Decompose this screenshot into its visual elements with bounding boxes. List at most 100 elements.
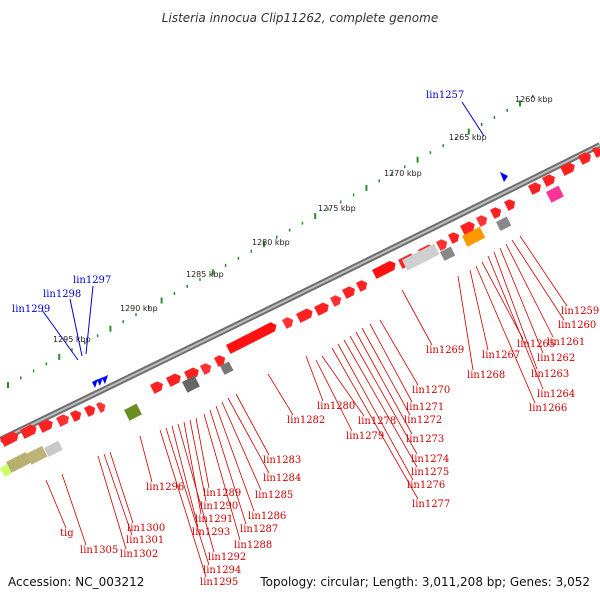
map-title: Listeria innocua Clip11262, complete gen… (162, 11, 438, 25)
leader-line (171, 425, 199, 528)
gene-label-lin1278: lin1278 (358, 416, 396, 427)
gene-arrow (578, 152, 591, 165)
scale-ticks (7, 94, 534, 388)
scale-tick-label: 1285 kbp (186, 270, 224, 279)
gene-label-lin1275: lin1275 (411, 467, 449, 478)
gene-arrow (592, 147, 600, 158)
leader-line (139, 435, 153, 483)
leader-line (85, 285, 94, 355)
gene-arrow (542, 174, 555, 187)
leader-line (189, 419, 207, 502)
gene-label-lin1267: lin1267 (482, 350, 520, 361)
leader-line (331, 347, 419, 500)
feature-block (26, 445, 48, 465)
feature-block (546, 185, 564, 203)
leader-line (343, 339, 418, 468)
gene-label-lin1264: lin1264 (537, 389, 575, 400)
gene-label-tig: tig (60, 528, 74, 539)
gene-label-lin1296: lin1296 (146, 482, 184, 493)
feature-block (439, 246, 456, 261)
gene-label-lin1295: lin1295 (200, 577, 238, 588)
gene-label-lin1293: lin1293 (192, 527, 230, 538)
feature-block (495, 216, 512, 231)
gene-arrow (150, 381, 163, 394)
gene-label-lin1297: lin1297 (73, 275, 111, 286)
gene-label-lin1261: lin1261 (547, 337, 585, 348)
gene-label-lin1265: lin1265 (517, 339, 555, 350)
gene-label-lin1276: lin1276 (407, 480, 445, 491)
leader-line (321, 355, 365, 417)
genome-summary-text: Topology: circular; Length: 3,011,208 bp… (259, 575, 590, 589)
scale-tick-label: 1275 kbp (318, 204, 356, 213)
accession-text: Accession: NC_003212 (8, 575, 144, 589)
gene-arrow (448, 232, 460, 244)
leader-line (165, 427, 210, 566)
leader-line (103, 453, 133, 536)
leader-line (209, 409, 247, 525)
gene-label-lin1299: lin1299 (12, 304, 50, 315)
scale-tick-labels: 1260 kbp 1265 kbp 1270 kbp 1275 kbp 1280 kbp… (53, 95, 553, 344)
gene-label-lin1269: lin1269 (426, 345, 464, 356)
gene-arrow (0, 431, 19, 447)
gene-arrow (504, 199, 516, 211)
leader-line (481, 261, 524, 340)
gene-arrow (70, 410, 82, 422)
gene-label-lin1298: lin1298 (43, 289, 81, 300)
leader-line (45, 479, 67, 529)
feature-block (5, 452, 32, 473)
gene-label-lin1290: lin1290 (200, 501, 238, 512)
gene-label-lin1284: lin1284 (263, 473, 301, 484)
leader-line (493, 251, 538, 370)
leader-line (475, 265, 536, 404)
gene-arrow (20, 424, 37, 439)
leader-line (183, 421, 202, 515)
gene-label-lin1283: lin1283 (263, 455, 301, 466)
feature-block (401, 243, 440, 271)
gene-label-lin1263: lin1263 (531, 369, 569, 380)
gene-label-lin1292: lin1292 (208, 552, 246, 563)
leader-line (215, 405, 255, 512)
feature-block (181, 375, 200, 393)
gene-label-lin1282: lin1282 (287, 415, 325, 426)
leader-line (361, 327, 411, 416)
leader-line (457, 275, 474, 371)
gene-arrow (560, 162, 575, 176)
gene-label-lin1302: lin1302 (120, 549, 158, 560)
gene-label-lin1291: lin1291 (195, 514, 233, 525)
leader-line (401, 289, 433, 346)
leader-line (195, 417, 210, 489)
gene-arrow (96, 402, 106, 413)
gene-arrow (166, 373, 181, 387)
leader-line (369, 323, 413, 403)
gene-label-lin1274: lin1274 (411, 454, 449, 465)
label-leaders (41, 101, 568, 578)
gene-arrow (214, 355, 226, 367)
leader-line (41, 309, 79, 361)
gene-label-lin1273: lin1273 (406, 434, 444, 445)
reverse-marker (102, 375, 108, 384)
scale-tick-label: 1260 kbp (515, 95, 553, 104)
leader-line (315, 359, 353, 432)
leader-line (379, 319, 419, 386)
leader-line (177, 423, 215, 553)
scale-tick-label: 1280 kbp (252, 238, 290, 247)
leader-line (221, 401, 262, 491)
gene-label-lin1294: lin1294 (203, 565, 241, 576)
gene-arrow (56, 414, 69, 427)
feature-block (219, 361, 234, 375)
leader-line (109, 451, 134, 524)
gene-label-lin1272: lin1272 (404, 415, 442, 426)
leader-line (499, 247, 544, 354)
gene-label-lin1257: lin1257 (426, 90, 464, 101)
gene-arrow (372, 260, 396, 279)
gene-label-lin1270: lin1270 (412, 385, 450, 396)
scale-tick-label: 1295 kbp (53, 335, 91, 344)
leader-line (61, 473, 87, 546)
leader-line (235, 393, 270, 456)
gene-label-lin1305: lin1305 (80, 545, 118, 556)
gene-arrow (314, 302, 329, 316)
leader-line (97, 455, 127, 550)
gene-arrow (38, 419, 53, 433)
leader-line (487, 255, 544, 390)
gene-arrow (282, 317, 294, 329)
